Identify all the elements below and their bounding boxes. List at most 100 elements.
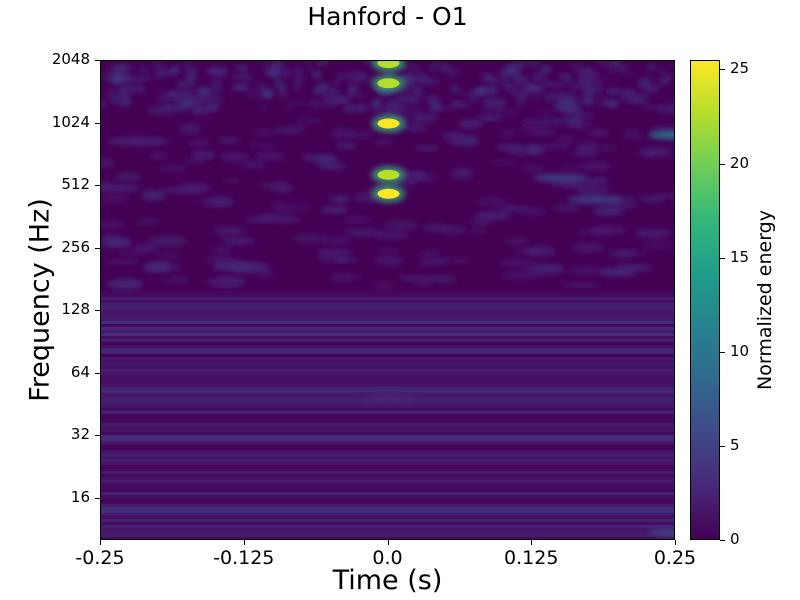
heatmap-band bbox=[101, 296, 674, 300]
heatmap-band bbox=[101, 302, 674, 306]
heatmap-band bbox=[101, 359, 674, 363]
heatmap-texture bbox=[416, 77, 439, 86]
heatmap-texture bbox=[371, 139, 394, 146]
heatmap-texture bbox=[597, 268, 637, 276]
heatmap-texture bbox=[272, 206, 293, 214]
heatmap-texture bbox=[251, 129, 277, 136]
heatmap-band bbox=[101, 494, 674, 498]
heatmap-hotspot bbox=[360, 395, 417, 404]
heatmap-texture bbox=[344, 105, 353, 111]
heatmap-band bbox=[101, 347, 674, 351]
heatmap-texture bbox=[520, 117, 551, 127]
heatmap-texture bbox=[363, 61, 372, 65]
heatmap-texture bbox=[532, 96, 540, 101]
heatmap-texture bbox=[316, 61, 328, 67]
heatmap-texture bbox=[176, 82, 190, 88]
heatmap-texture bbox=[329, 196, 351, 202]
heatmap-texture bbox=[583, 93, 594, 101]
heatmap-texture bbox=[576, 67, 598, 78]
heatmap-texture bbox=[533, 109, 554, 115]
heatmap-texture bbox=[312, 71, 321, 78]
heatmap-band bbox=[101, 356, 674, 360]
colorbar-tick-label: 5 bbox=[730, 435, 740, 454]
heatmap-band bbox=[101, 377, 674, 381]
heatmap-band bbox=[101, 308, 674, 312]
heatmap-texture bbox=[542, 143, 572, 149]
heatmap-texture bbox=[458, 119, 483, 129]
heatmap-texture bbox=[662, 74, 674, 82]
heatmap-texture bbox=[319, 163, 348, 170]
heatmap-texture bbox=[106, 279, 143, 289]
heatmap-band bbox=[101, 425, 674, 429]
y-tick-label: 1024 bbox=[51, 112, 90, 131]
heatmap-texture bbox=[552, 205, 582, 211]
heatmap-band bbox=[101, 449, 674, 453]
heatmap-texture bbox=[138, 88, 148, 94]
heatmap-texture bbox=[417, 259, 449, 265]
heatmap-texture bbox=[504, 146, 527, 156]
heatmap-texture bbox=[225, 239, 255, 246]
heatmap-band bbox=[101, 464, 674, 468]
heatmap-band bbox=[101, 404, 674, 408]
heatmap-texture bbox=[518, 206, 547, 217]
heatmap-texture bbox=[262, 216, 301, 223]
heatmap-texture bbox=[213, 84, 224, 92]
heatmap-texture bbox=[453, 87, 461, 94]
colorbar-label: Normalized energy bbox=[754, 210, 776, 390]
heatmap-texture bbox=[151, 61, 165, 69]
heatmap-texture bbox=[279, 86, 286, 94]
heatmap-band bbox=[101, 410, 674, 414]
heatmap-texture bbox=[589, 226, 626, 235]
heatmap-texture bbox=[173, 99, 182, 105]
heatmap-texture bbox=[477, 88, 487, 95]
heatmap-texture bbox=[422, 223, 450, 232]
heatmap-texture bbox=[330, 79, 344, 85]
heatmap-band bbox=[101, 491, 674, 495]
heatmap-texture bbox=[597, 61, 611, 67]
x-tick-mark bbox=[243, 540, 245, 545]
heatmap-band bbox=[101, 362, 674, 366]
heatmap-texture bbox=[430, 104, 440, 111]
heatmap-texture bbox=[118, 85, 144, 92]
heatmap-texture bbox=[414, 92, 428, 98]
heatmap-texture bbox=[246, 143, 278, 149]
heatmap-texture bbox=[155, 73, 165, 79]
heatmap-texture bbox=[102, 259, 142, 264]
heatmap-texture bbox=[182, 62, 191, 69]
heatmap-texture bbox=[598, 98, 612, 104]
heatmap-texture bbox=[575, 141, 598, 152]
heatmap-band bbox=[101, 452, 674, 456]
heatmap-texture bbox=[504, 82, 511, 88]
colorbar-tick-label: 25 bbox=[730, 59, 750, 78]
heatmap-texture bbox=[271, 183, 294, 193]
colorbar bbox=[690, 60, 720, 540]
heatmap-texture bbox=[191, 150, 216, 160]
x-tick-mark bbox=[675, 540, 676, 545]
heatmap-texture bbox=[319, 236, 354, 244]
heatmap-texture bbox=[315, 155, 339, 165]
heatmap-texture bbox=[291, 234, 328, 243]
heatmap-texture bbox=[639, 241, 674, 249]
colorbar-tick-label: 0 bbox=[730, 530, 740, 548]
heatmap-band bbox=[101, 338, 674, 342]
heatmap-texture bbox=[214, 255, 243, 264]
heatmap-texture bbox=[140, 67, 149, 73]
heatmap-texture bbox=[336, 74, 344, 79]
y-tick-label: 512 bbox=[61, 175, 90, 194]
heatmap-texture bbox=[412, 278, 433, 286]
heatmap-texture bbox=[667, 102, 674, 109]
heatmap-texture bbox=[525, 145, 546, 154]
colorbar-tick-mark bbox=[720, 351, 725, 353]
x-tick-label: -0.125 bbox=[213, 547, 275, 569]
y-tick-label: 16 bbox=[70, 487, 90, 506]
heatmap-hotspot bbox=[377, 169, 400, 180]
heatmap-texture bbox=[156, 97, 167, 102]
heatmap-texture bbox=[414, 146, 440, 151]
heatmap-band bbox=[101, 527, 674, 531]
heatmap-texture bbox=[543, 79, 552, 87]
heatmap-hotspot bbox=[567, 195, 624, 204]
heatmap-band bbox=[101, 305, 674, 309]
y-tick-mark bbox=[95, 497, 100, 499]
heatmap-texture bbox=[467, 229, 489, 235]
y-tick-mark bbox=[95, 310, 100, 312]
